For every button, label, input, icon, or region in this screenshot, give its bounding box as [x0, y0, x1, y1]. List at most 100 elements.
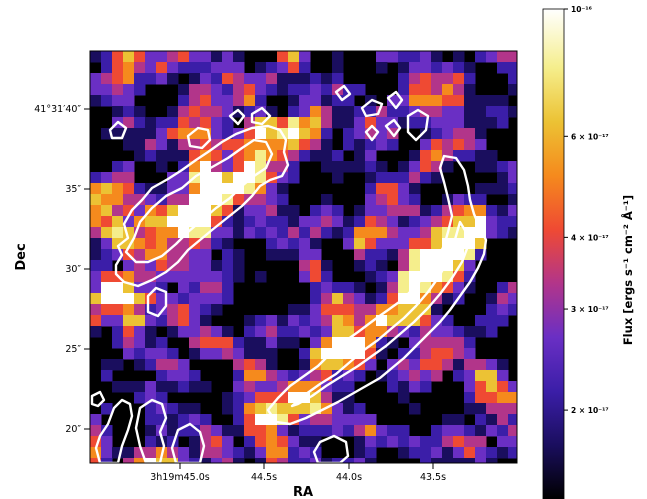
map-pixel — [233, 227, 245, 239]
map-pixel — [211, 150, 223, 162]
map-pixel — [431, 106, 443, 118]
map-pixel — [178, 293, 190, 305]
map-pixel — [497, 315, 509, 327]
map-pixel — [398, 62, 410, 74]
map-pixel — [299, 106, 311, 118]
map-pixel — [178, 447, 190, 459]
map-pixel — [90, 172, 102, 184]
map-pixel — [156, 150, 168, 162]
map-pixel — [134, 84, 146, 96]
contour-blob-4 — [228, 108, 246, 126]
map-pixel — [101, 216, 113, 228]
map-pixel — [464, 260, 476, 272]
map-pixel — [354, 315, 366, 327]
map-pixel — [189, 282, 201, 294]
map-pixel — [343, 293, 355, 305]
map-pixel — [134, 271, 146, 283]
map-pixel — [90, 84, 102, 96]
map-pixel — [420, 84, 432, 96]
map-pixel — [266, 172, 278, 184]
map-pixel — [431, 128, 443, 140]
map-pixel — [343, 315, 355, 327]
map-pixel — [409, 73, 421, 85]
map-pixel — [486, 414, 498, 426]
map-pixel — [178, 458, 190, 463]
map-pixel — [101, 51, 113, 63]
map-pixel — [266, 436, 278, 448]
map-pixel — [277, 216, 289, 228]
map-pixel — [453, 106, 465, 118]
map-pixel — [134, 194, 146, 206]
map-pixel — [442, 348, 454, 360]
map-pixel — [486, 216, 498, 228]
map-pixel — [233, 458, 245, 463]
map-pixel — [101, 227, 113, 239]
map-pixel — [409, 194, 421, 206]
map-pixel — [211, 106, 223, 118]
map-pixel — [178, 117, 190, 129]
map-pixel — [354, 227, 366, 239]
map-pixel — [475, 216, 487, 228]
map-pixel — [310, 403, 322, 415]
map-pixel — [288, 117, 300, 129]
map-pixel — [420, 51, 432, 63]
map-pixel — [376, 128, 388, 140]
map-pixel — [189, 260, 201, 272]
map-pixel — [244, 425, 256, 437]
map-pixel — [376, 106, 388, 118]
map-pixel — [178, 84, 190, 96]
map-pixel — [420, 458, 432, 463]
contour-nw-inner — [290, 220, 470, 408]
map-pixel — [288, 128, 300, 140]
map-pixel — [178, 403, 190, 415]
map-pixel — [90, 205, 102, 217]
map-pixel — [244, 73, 256, 85]
map-pixel — [420, 359, 432, 371]
map-pixel — [365, 183, 377, 195]
x-tick-label: 44.0s — [336, 472, 362, 483]
map-pixel — [244, 106, 256, 118]
map-pixel — [442, 216, 454, 228]
map-pixel — [222, 249, 234, 261]
map-pixel — [167, 62, 179, 74]
map-pixel — [387, 326, 399, 338]
map-pixel — [409, 238, 421, 250]
map-pixel — [156, 370, 168, 382]
map-pixel — [420, 315, 432, 327]
map-pixel — [112, 161, 124, 173]
map-pixel — [365, 359, 377, 371]
map-pixel — [453, 84, 465, 96]
map-pixel — [332, 326, 344, 338]
map-pixel — [255, 403, 267, 415]
map-pixel — [376, 62, 388, 74]
map-pixel — [332, 392, 344, 404]
map-pixel — [112, 51, 124, 63]
map-pixel — [365, 249, 377, 261]
map-pixel — [233, 62, 245, 74]
map-pixel — [332, 337, 344, 349]
map-pixel — [222, 348, 234, 360]
map-pixel — [200, 128, 212, 140]
y-axis — [84, 108, 90, 430]
map-pixel — [266, 106, 278, 118]
map-pixel — [398, 84, 410, 96]
map-pixel — [299, 271, 311, 283]
map-pixel — [200, 348, 212, 360]
map-pixel — [464, 359, 476, 371]
map-pixel — [145, 304, 157, 316]
map-pixel — [288, 73, 300, 85]
map-pixel — [387, 370, 399, 382]
map-pixel — [200, 293, 212, 305]
map-pixel — [310, 150, 322, 162]
map-pixel — [233, 425, 245, 437]
map-pixel — [365, 161, 377, 173]
map-pixel — [101, 84, 113, 96]
map-pixel — [387, 436, 399, 448]
map-pixel — [420, 73, 432, 85]
map-pixel — [387, 315, 399, 327]
contour-blob-13 — [134, 398, 168, 463]
map-pixel — [497, 282, 509, 294]
map-pixel — [321, 348, 333, 360]
map-pixel — [255, 271, 267, 283]
map-pixel — [288, 370, 300, 382]
